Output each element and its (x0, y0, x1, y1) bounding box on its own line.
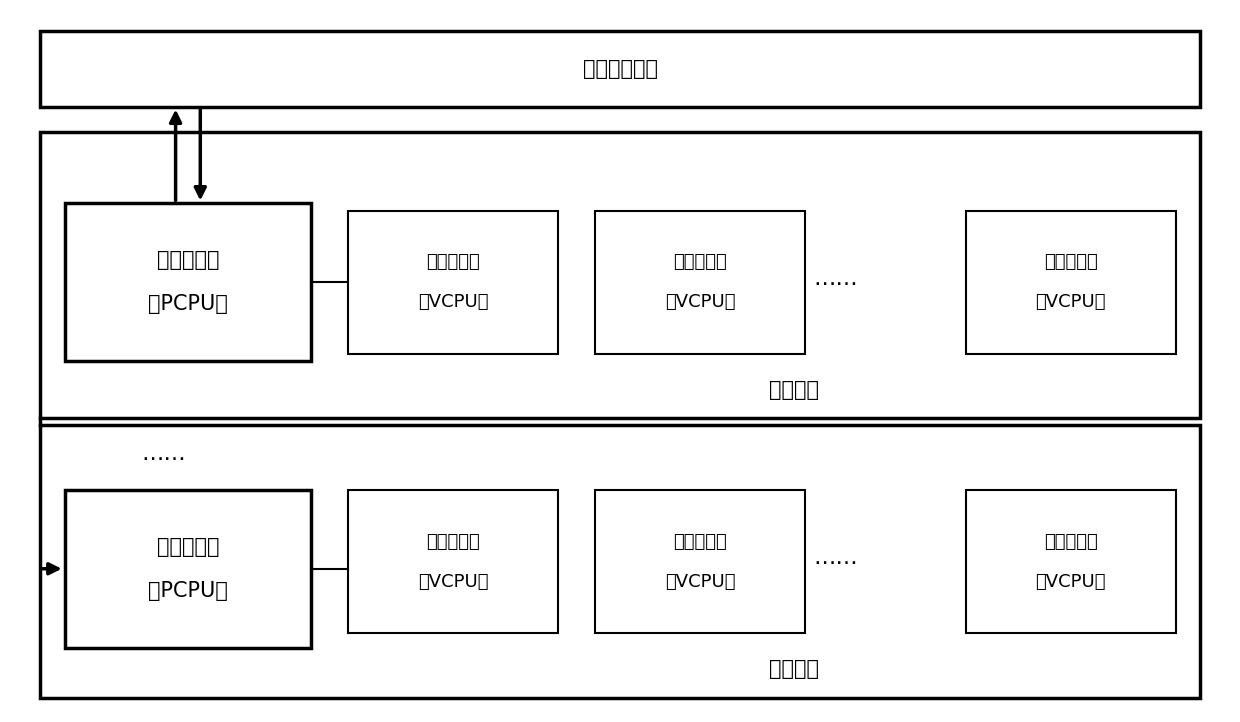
Text: （VCPU）: （VCPU） (1035, 293, 1106, 311)
Text: 物理处理器: 物理处理器 (156, 536, 219, 557)
Bar (64, 490, 311, 648)
Text: （PCPU）: （PCPU） (148, 580, 228, 601)
Text: 虚拟处理器: 虚拟处理器 (427, 253, 480, 271)
Text: （VCPU）: （VCPU） (418, 293, 489, 311)
Text: （VCPU）: （VCPU） (665, 293, 735, 311)
Bar (595, 211, 805, 354)
Text: ……: …… (813, 269, 858, 289)
Text: ……: …… (813, 548, 858, 568)
Text: 调度队列: 调度队列 (769, 659, 820, 679)
Bar (966, 211, 1176, 354)
Bar (966, 490, 1176, 633)
Text: 物理处理器: 物理处理器 (156, 250, 219, 270)
Bar (64, 204, 311, 361)
Text: （VCPU）: （VCPU） (665, 573, 735, 591)
Text: 虚拟处理器: 虚拟处理器 (673, 253, 727, 271)
Bar (40, 425, 1200, 697)
Bar (40, 32, 1200, 107)
Text: 虚拟机调度器: 虚拟机调度器 (583, 59, 657, 79)
Text: 虚拟处理器: 虚拟处理器 (673, 533, 727, 551)
Bar (348, 211, 558, 354)
Bar (348, 490, 558, 633)
Text: 虚拟处理器: 虚拟处理器 (1044, 533, 1097, 551)
Text: 虚拟处理器: 虚拟处理器 (427, 533, 480, 551)
Text: （VCPU）: （VCPU） (1035, 573, 1106, 591)
Text: （PCPU）: （PCPU） (148, 295, 228, 314)
Text: （VCPU）: （VCPU） (418, 573, 489, 591)
Bar (40, 131, 1200, 418)
Text: ……: …… (141, 444, 186, 464)
Text: 调度队列: 调度队列 (769, 380, 820, 400)
Text: 虚拟处理器: 虚拟处理器 (1044, 253, 1097, 271)
Bar (595, 490, 805, 633)
